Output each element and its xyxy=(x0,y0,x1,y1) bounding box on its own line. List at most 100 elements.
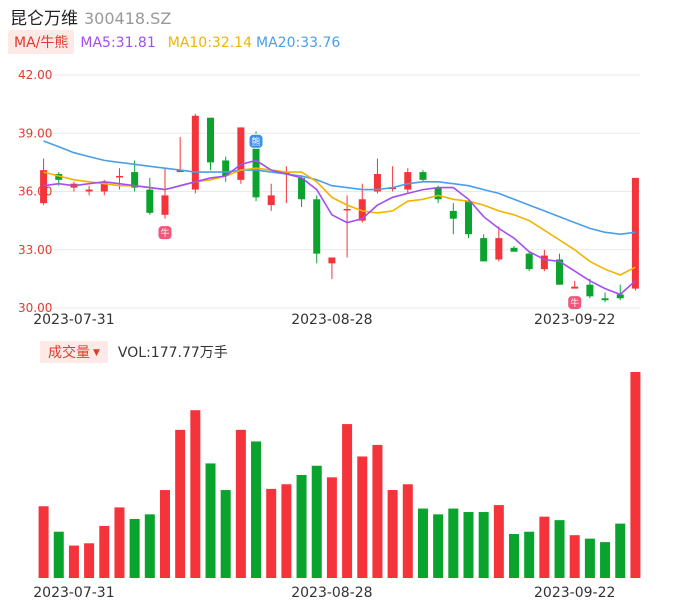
ma-legend: MA/牛熊 MA5:31.81 MA10:32.14 MA20:33.76 xyxy=(8,30,340,54)
candle-body xyxy=(556,259,564,285)
candle-body xyxy=(131,172,139,188)
volume-bar xyxy=(296,475,307,578)
candle-body xyxy=(601,298,609,301)
volume-bar xyxy=(524,531,535,578)
candle-body xyxy=(115,175,123,178)
volume-bar xyxy=(175,429,186,578)
volume-bar xyxy=(190,410,201,578)
candle-body xyxy=(298,177,306,200)
x-tick-label: 2023-08-28 xyxy=(291,585,372,601)
candle-body xyxy=(434,187,442,200)
candle-body xyxy=(616,294,624,299)
volume-bar xyxy=(509,534,520,578)
candle-body xyxy=(525,253,533,270)
marker-label: 牛 xyxy=(570,297,579,309)
candle-body xyxy=(252,135,260,198)
volume-bar xyxy=(433,514,444,578)
ma5-line xyxy=(43,159,636,296)
candle-body xyxy=(373,174,381,192)
candle-body xyxy=(222,160,230,176)
volume-bar xyxy=(402,484,413,578)
volume-bar xyxy=(235,429,246,578)
candle-body xyxy=(586,284,594,297)
volume-bar xyxy=(159,490,170,578)
ma-toggle-button[interactable]: MA/牛熊 xyxy=(8,30,75,54)
ma5-value: MA5:31.81 xyxy=(80,35,156,51)
candle-body xyxy=(480,238,488,262)
candle-body xyxy=(207,117,215,163)
candle-body xyxy=(419,172,427,180)
candle-body xyxy=(282,172,290,175)
x-tick-label: 2023-09-22 xyxy=(534,312,615,328)
candle-body xyxy=(464,201,472,235)
volume-bar xyxy=(554,520,565,578)
y-tick-label: 39.00 xyxy=(18,126,52,140)
y-tick-label: 30.00 xyxy=(18,301,52,315)
bear-marker xyxy=(248,133,264,149)
candle-body xyxy=(631,177,639,289)
bull-marker xyxy=(567,295,583,311)
volume-bar xyxy=(569,535,580,578)
bull-marker xyxy=(157,225,173,241)
candle-body xyxy=(358,199,366,221)
candle-body xyxy=(328,257,336,264)
volume-button-label: 成交量 xyxy=(48,345,90,361)
volume-bar xyxy=(53,531,64,578)
ma20-value: MA20:33.76 xyxy=(256,35,341,51)
x-tick-label: 2023-07-31 xyxy=(33,585,114,601)
volume-bar xyxy=(220,490,231,578)
marker-label: 牛 xyxy=(160,227,169,239)
volume-bar xyxy=(357,456,368,578)
volume-bar xyxy=(84,543,95,578)
stock-name: 昆仑万维 xyxy=(10,9,78,29)
volume-bar xyxy=(251,441,262,578)
candle-body xyxy=(267,195,275,206)
volume-indicator-button[interactable]: 成交量 ▼ xyxy=(40,341,108,363)
volume-bar xyxy=(281,484,292,578)
caret-down-icon: ▼ xyxy=(93,348,100,358)
volume-bar xyxy=(205,463,216,578)
volume-bar xyxy=(630,372,641,578)
volume-bar xyxy=(584,538,595,578)
volume-bar xyxy=(129,518,140,578)
candle-body xyxy=(191,115,199,190)
volume-bar xyxy=(478,512,489,578)
stock-title: 昆仑万维 300418.SZ xyxy=(10,4,172,29)
volume-bar xyxy=(99,525,110,578)
candle-body xyxy=(161,195,169,215)
candle-body xyxy=(146,189,154,213)
volume-bar xyxy=(38,506,49,578)
volume-bar xyxy=(600,542,611,578)
ma10-value: MA10:32.14 xyxy=(167,35,253,51)
volume-bar xyxy=(539,516,550,578)
candle-body xyxy=(510,247,518,252)
volume-bar xyxy=(463,512,474,578)
volume-bar xyxy=(311,465,322,578)
candle-body xyxy=(55,174,63,180)
x-tick-label: 2023-07-31 xyxy=(33,312,114,328)
volume-value: VOL:177.77万手 xyxy=(117,345,228,361)
marker-label: 熊 xyxy=(252,136,261,148)
volume-bar xyxy=(417,508,428,578)
volume-bar xyxy=(114,507,125,578)
volume-bar xyxy=(326,477,337,578)
candle-body xyxy=(404,172,412,190)
x-tick-label: 2023-09-22 xyxy=(534,585,615,601)
candle-body xyxy=(343,208,351,211)
candle-body xyxy=(176,170,184,173)
ma20-line xyxy=(43,140,636,236)
candle-body xyxy=(85,189,93,192)
volume-bar xyxy=(448,508,459,578)
candle-body xyxy=(313,199,321,254)
y-tick-label: 42.00 xyxy=(18,68,52,82)
volume-bar xyxy=(144,514,155,578)
stock-code: 300418.SZ xyxy=(84,9,172,28)
volume-bar xyxy=(68,545,79,578)
volume-bar xyxy=(266,488,277,578)
volume-bar xyxy=(342,424,353,578)
candle-body xyxy=(449,210,457,219)
candle-body xyxy=(237,127,245,180)
x-tick-label: 2023-08-28 xyxy=(291,312,372,328)
volume-bar xyxy=(372,444,383,578)
